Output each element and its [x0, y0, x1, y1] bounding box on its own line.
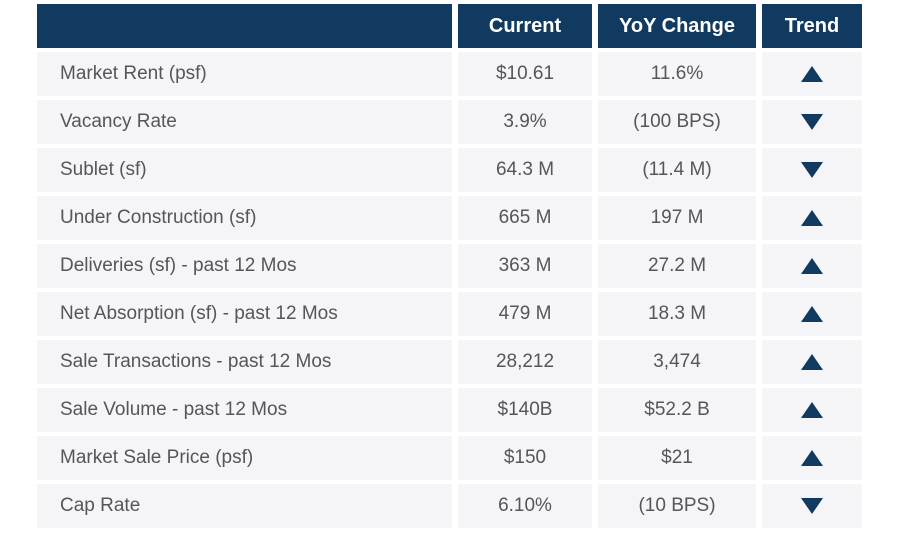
metric-label: Deliveries (sf) - past 12 Mos	[37, 244, 452, 288]
current-value: 64.3 M	[458, 148, 592, 192]
table-row: Market Rent (psf) $10.61 11.6%	[37, 52, 863, 96]
yoy-change-value: 3,474	[598, 340, 756, 384]
metric-label: Net Absorption (sf) - past 12 Mos	[37, 292, 452, 336]
table-row: Under Construction (sf) 665 M 197 M	[37, 196, 863, 240]
header-cell-metric	[37, 4, 452, 48]
trend-up-icon	[801, 402, 823, 418]
metric-label: Cap Rate	[37, 484, 452, 528]
trend-cell	[762, 340, 862, 384]
current-value: 28,212	[458, 340, 592, 384]
metric-label: Market Sale Price (psf)	[37, 436, 452, 480]
current-value: 3.9%	[458, 100, 592, 144]
trend-cell	[762, 100, 862, 144]
table-row: Sublet (sf) 64.3 M (11.4 M)	[37, 148, 863, 192]
table-row: Market Sale Price (psf) $150 $21	[37, 436, 863, 480]
trend-up-icon	[801, 210, 823, 226]
trend-down-icon	[801, 498, 823, 514]
trend-cell	[762, 196, 862, 240]
table-body: Market Rent (psf) $10.61 11.6% Vacancy R…	[37, 52, 863, 528]
yoy-change-value: $21	[598, 436, 756, 480]
current-value: 6.10%	[458, 484, 592, 528]
metric-label: Market Rent (psf)	[37, 52, 452, 96]
table-row: Cap Rate 6.10% (10 BPS)	[37, 484, 863, 528]
trend-cell	[762, 292, 862, 336]
metric-label: Sale Transactions - past 12 Mos	[37, 340, 452, 384]
trend-up-icon	[801, 258, 823, 274]
current-value: $10.61	[458, 52, 592, 96]
trend-cell	[762, 148, 862, 192]
current-value: 665 M	[458, 196, 592, 240]
trend-cell	[762, 388, 862, 432]
trend-up-icon	[801, 450, 823, 466]
table-row: Net Absorption (sf) - past 12 Mos 479 M …	[37, 292, 863, 336]
yoy-change-value: (11.4 M)	[598, 148, 756, 192]
current-value: $140B	[458, 388, 592, 432]
metric-label: Under Construction (sf)	[37, 196, 452, 240]
metric-label: Vacancy Rate	[37, 100, 452, 144]
table-row: Deliveries (sf) - past 12 Mos 363 M 27.2…	[37, 244, 863, 288]
trend-up-icon	[801, 354, 823, 370]
market-stats-table: Current YoY Change Trend Market Rent (ps…	[37, 4, 863, 532]
metric-label: Sale Volume - past 12 Mos	[37, 388, 452, 432]
metric-label: Sublet (sf)	[37, 148, 452, 192]
header-cell-yoy-change: YoY Change	[598, 4, 756, 48]
trend-down-icon	[801, 162, 823, 178]
trend-down-icon	[801, 114, 823, 130]
yoy-change-value: (100 BPS)	[598, 100, 756, 144]
table-row: Sale Transactions - past 12 Mos 28,212 3…	[37, 340, 863, 384]
current-value: $150	[458, 436, 592, 480]
current-value: 479 M	[458, 292, 592, 336]
yoy-change-value: 18.3 M	[598, 292, 756, 336]
trend-cell	[762, 484, 862, 528]
trend-cell	[762, 436, 862, 480]
trend-cell	[762, 244, 862, 288]
yoy-change-value: 197 M	[598, 196, 756, 240]
yoy-change-value: 27.2 M	[598, 244, 756, 288]
table-row: Vacancy Rate 3.9% (100 BPS)	[37, 100, 863, 144]
yoy-change-value: (10 BPS)	[598, 484, 756, 528]
header-cell-current: Current	[458, 4, 592, 48]
yoy-change-value: $52.2 B	[598, 388, 756, 432]
table-row: Sale Volume - past 12 Mos $140B $52.2 B	[37, 388, 863, 432]
table-header-row: Current YoY Change Trend	[37, 4, 863, 48]
trend-cell	[762, 52, 862, 96]
header-cell-trend: Trend	[762, 4, 862, 48]
yoy-change-value: 11.6%	[598, 52, 756, 96]
trend-up-icon	[801, 306, 823, 322]
trend-up-icon	[801, 66, 823, 82]
current-value: 363 M	[458, 244, 592, 288]
